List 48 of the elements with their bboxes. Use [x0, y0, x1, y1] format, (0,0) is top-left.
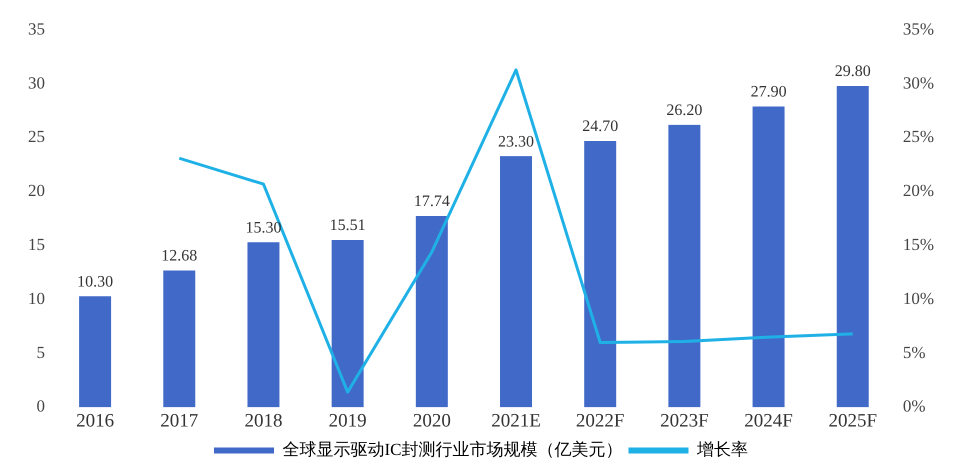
bar — [247, 242, 280, 408]
y2-tick-label: 5% — [902, 342, 926, 362]
bar — [163, 270, 196, 408]
y-tick-label: 10 — [28, 288, 45, 308]
bar — [332, 240, 364, 408]
legend-label: 全球显示驱动IC封测行业市场规模（亿美元） — [282, 440, 622, 459]
bar — [500, 156, 532, 408]
data-label: 12.68 — [161, 248, 198, 265]
x-tick-label: 2017 — [160, 410, 198, 432]
y2-tick-label: 10% — [902, 288, 934, 308]
data-label: 17.74 — [414, 193, 450, 210]
legend-label: 增长率 — [696, 440, 748, 459]
y-tick-label: 25 — [28, 127, 45, 146]
y-tick-label: 15 — [28, 235, 45, 254]
data-label: 10.30 — [77, 273, 114, 290]
y-tick-label: 30 — [28, 73, 45, 92]
x-tick-label: 2018 — [244, 410, 282, 432]
y-tick-label: 35 — [28, 19, 45, 38]
y2-tick-label: 30% — [902, 73, 934, 92]
x-tick-label: 2020 — [412, 410, 451, 432]
x-tick-label: 2019 — [328, 410, 367, 432]
y2-tick-label: 15% — [902, 235, 934, 254]
x-tick-label: 2022F — [576, 410, 624, 432]
data-label: 29.80 — [834, 63, 871, 80]
data-label: 23.30 — [498, 133, 534, 150]
y2-tick-label: 20% — [902, 181, 934, 200]
y2-tick-label: 0% — [902, 396, 926, 416]
data-label: 24.70 — [582, 118, 618, 136]
x-tick-label: 2016 — [76, 410, 114, 432]
bar — [416, 216, 448, 408]
data-label: 15.51 — [330, 217, 366, 234]
bar — [79, 296, 112, 408]
bar — [584, 141, 616, 408]
x-tick-label: 2021E — [491, 410, 541, 432]
bar — [668, 124, 700, 408]
x-tick-label: 2025F — [828, 410, 878, 432]
y2-tick-label: 35% — [902, 19, 934, 38]
data-label: 27.90 — [750, 84, 787, 101]
y2-tick-label: 25% — [902, 127, 934, 146]
y-tick-label: 5 — [36, 342, 45, 362]
x-tick-label: 2023F — [660, 410, 709, 432]
data-label: 26.20 — [666, 102, 702, 120]
y-tick-label: 0 — [36, 396, 45, 416]
bar — [752, 106, 785, 408]
x-tick-label: 2024F — [744, 410, 793, 432]
bar — [836, 86, 869, 408]
data-label: 15.30 — [245, 220, 282, 237]
y-tick-label: 20 — [28, 181, 45, 200]
